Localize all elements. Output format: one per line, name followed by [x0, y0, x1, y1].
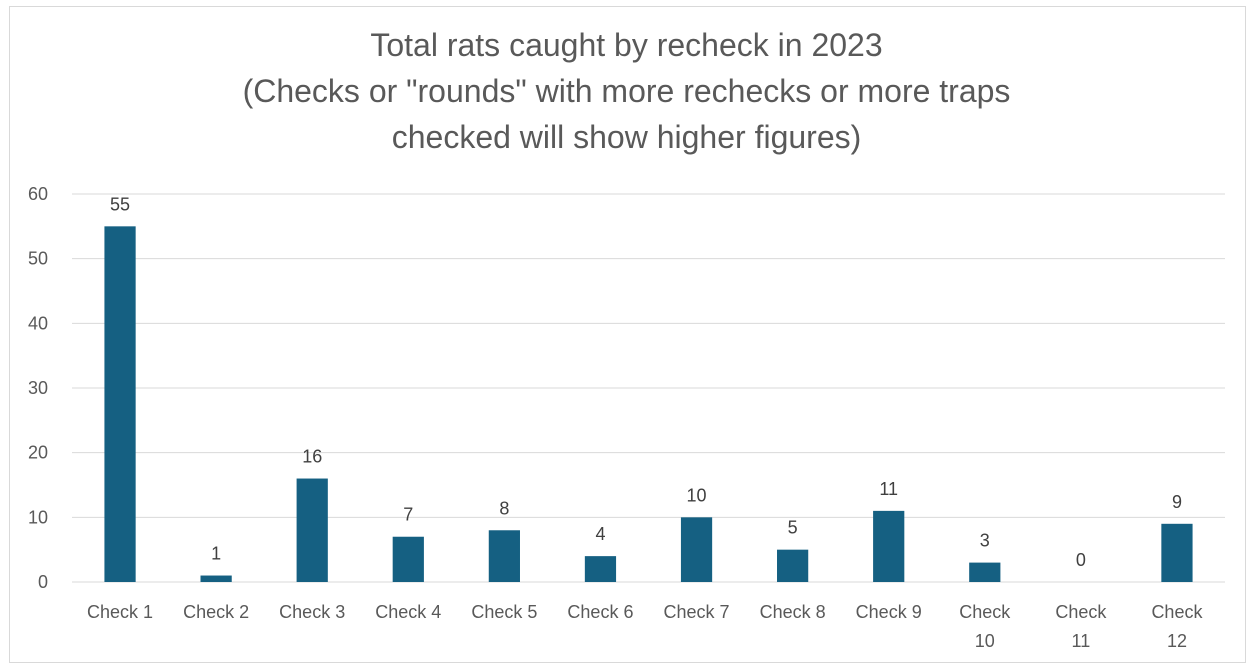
x-tick-label: Check 9: [856, 602, 922, 622]
bar: [296, 478, 328, 582]
bar: [777, 549, 809, 582]
data-label: 10: [687, 485, 707, 505]
bars: [104, 226, 1193, 583]
bar: [873, 510, 905, 582]
data-label: 16: [302, 447, 322, 467]
x-tick-label: Check 6: [567, 602, 633, 622]
data-label: 5: [788, 518, 798, 538]
y-tick-label: 0: [38, 572, 48, 592]
x-tick-label: Check 2: [183, 602, 249, 622]
y-tick-label: 30: [28, 378, 48, 398]
chart-title-line-2: (Checks or "rounds" with more rechecks o…: [242, 73, 1011, 109]
data-label: 11: [879, 479, 898, 499]
y-axis-ticks: 0 10 20 30 40 50 60: [28, 184, 48, 592]
y-tick-label: 50: [28, 249, 48, 269]
x-tick-label: Check 1: [87, 602, 153, 622]
data-label: 4: [595, 524, 605, 544]
y-tick-label: 60: [28, 184, 48, 204]
data-label: 3: [980, 531, 990, 551]
data-label: 1: [211, 544, 221, 564]
x-tick-label: Check 7: [664, 602, 730, 622]
y-tick-label: 10: [28, 507, 48, 527]
data-label: 55: [110, 194, 130, 214]
y-tick-label: 20: [28, 443, 48, 463]
y-tick-label: 40: [28, 313, 48, 333]
bar: [969, 562, 1001, 582]
x-tick-label: Check 3: [279, 602, 345, 622]
chart-frame: [9, 6, 1246, 663]
gridlines: [72, 193, 1225, 583]
bar: [104, 226, 136, 583]
data-labels: 55 1 16 7 8 4 10 5 11 3 0 9: [110, 194, 1182, 570]
data-label: 9: [1172, 492, 1182, 512]
x-tick-label: Check 10: [959, 602, 1011, 651]
x-tick-label: Check 5: [471, 602, 537, 622]
bar: [392, 536, 424, 582]
x-tick-label: Check 8: [760, 602, 826, 622]
data-label: 7: [403, 505, 413, 525]
bar: [680, 517, 713, 582]
bar: [488, 530, 520, 582]
chart-title-line-3: checked will show higher figures): [391, 119, 862, 155]
x-tick-label: Check 12: [1151, 602, 1203, 651]
x-tick-label: Check 11: [1055, 602, 1107, 651]
x-tick-label: Check 4: [375, 602, 441, 622]
chart-title-line-1: Total rats caught by recheck in 2023: [370, 27, 883, 63]
bar: [584, 556, 617, 582]
bar: [200, 575, 232, 582]
data-label: 0: [1076, 550, 1086, 570]
bar: [1161, 523, 1193, 582]
chart-title: Total rats caught by recheck in 2023 (Ch…: [0, 22, 1253, 160]
data-label: 8: [499, 498, 509, 518]
x-axis-ticks: Check 1 Check 2 Check 3 Check 4 Check 5 Check…: [87, 602, 1203, 651]
